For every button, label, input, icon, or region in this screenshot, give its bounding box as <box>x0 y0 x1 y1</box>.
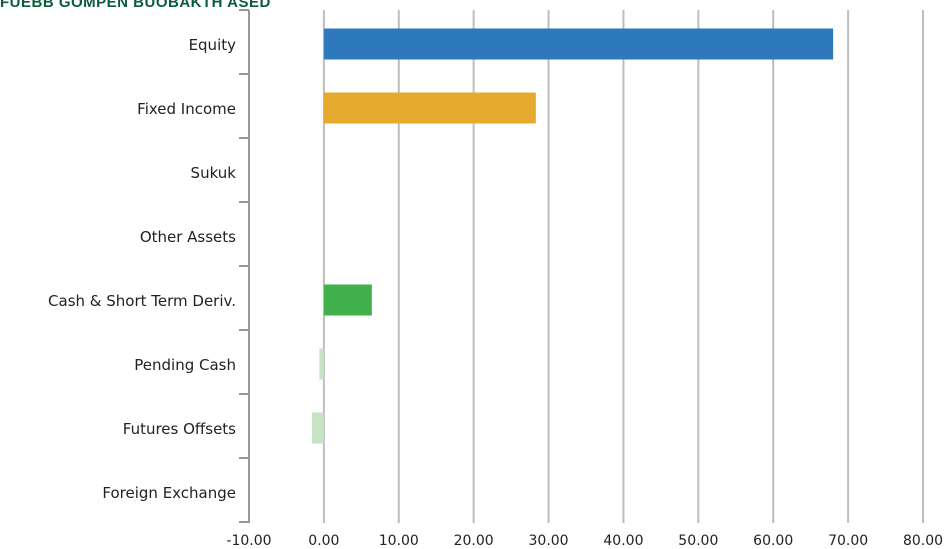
x-tick-label: 70.00 <box>828 533 868 549</box>
x-tick-label: 10.00 <box>379 533 419 549</box>
grid-lines <box>322 10 924 523</box>
x-tick-label: -10.00 <box>226 533 271 549</box>
category-labels: Equity Fixed Income Sukuk Other Assets Cash … <box>48 36 236 502</box>
bar <box>311 412 324 444</box>
x-tick-labels: -10.00 0.00 10.00 20.00 30.00 40.00 50.00 60.00… <box>226 533 943 549</box>
category-label: Cash & Short Term Deriv. <box>48 292 236 310</box>
y-axis <box>239 9 250 523</box>
bar <box>323 92 536 124</box>
bar <box>319 348 324 380</box>
category-label: Pending Cash <box>134 356 236 374</box>
category-label: Futures Offsets <box>123 420 236 438</box>
x-tick-label: 60.00 <box>753 533 793 549</box>
x-tick-label: 30.00 <box>529 533 569 549</box>
category-label: Other Assets <box>140 228 236 246</box>
x-tick-label: 0.00 <box>308 533 339 549</box>
bar <box>323 284 372 316</box>
x-tick-label: 40.00 <box>603 533 643 549</box>
x-tick-label: 50.00 <box>678 533 718 549</box>
bar <box>323 28 834 60</box>
category-label: Fixed Income <box>137 100 236 118</box>
x-tick-label: 20.00 <box>454 533 494 549</box>
x-tick-label: 80.00 <box>903 533 943 549</box>
category-label: Equity <box>189 36 237 54</box>
bars <box>311 28 834 444</box>
category-label: Foreign Exchange <box>102 484 236 502</box>
chart-title: FUEBB GOMPEN BUOBAKTH ASED <box>0 0 271 11</box>
category-label: Sukuk <box>191 164 237 182</box>
